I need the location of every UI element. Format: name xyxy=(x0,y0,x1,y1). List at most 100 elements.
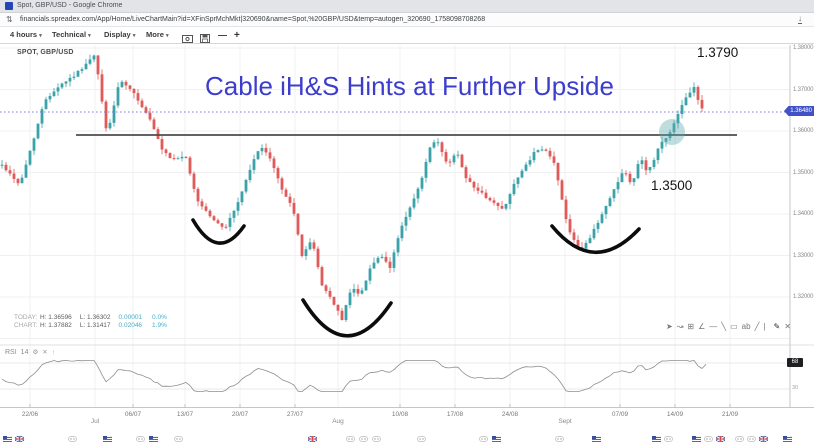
gear-icon[interactable]: ⚙ xyxy=(32,349,39,356)
price-axis-label: 1.37000 xyxy=(793,86,814,93)
uk-flag-icon[interactable] xyxy=(758,429,769,443)
event-marker-icon[interactable] xyxy=(359,429,368,442)
left-shoulder-curve xyxy=(191,218,246,245)
trendline-tool-icon[interactable]: ╲ xyxy=(721,322,727,331)
timeframe-dropdown[interactable]: 4 hours ▾ xyxy=(10,30,42,39)
date-tick-label: 07/09 xyxy=(611,411,629,418)
event-marker-icon[interactable] xyxy=(704,429,713,442)
display-dropdown[interactable]: Display ▾ xyxy=(104,30,136,39)
ohlc-legend: TODAY: H: 1.36596 L: 1.36302 0.00001 0.0% CHA… xyxy=(14,314,177,330)
more-dropdown[interactable]: More ▾ xyxy=(146,30,169,39)
us-flag-icon[interactable] xyxy=(782,429,793,443)
chart-toolbar: 4 hours ▾ Technical ▾ Display ▾ More ▾ — + xyxy=(0,27,814,44)
price-axis-label: 1.33000 xyxy=(793,252,814,259)
hline-tool-icon[interactable]: — xyxy=(709,322,718,331)
date-tick-label: 17/08 xyxy=(446,411,464,418)
us-flag-icon[interactable] xyxy=(591,429,602,443)
save-icon[interactable] xyxy=(200,30,210,48)
head-curve xyxy=(301,298,393,338)
event-marker-icon[interactable] xyxy=(372,429,381,442)
event-marker-icon[interactable] xyxy=(136,429,145,442)
date-tick-label: 27/07 xyxy=(286,411,304,418)
legend-row: CHART: H: 1.37882 L: 1.31417 0.02046 1.9% xyxy=(14,322,167,329)
chevron-down-icon: ▾ xyxy=(132,33,136,39)
drawing-tools-palette: ➤ ↝ ⊞ ∠ — ╲ ▭ ab ╱ | ✎ ✕ xyxy=(666,322,791,332)
date-tick-label: 24/08 xyxy=(501,411,519,418)
curve-tool-icon[interactable]: ↝ xyxy=(676,322,684,331)
time-axis[interactable]: 22/06 06/07 13/07 20/07 27/07 10/08 17/08 24/08… xyxy=(0,408,814,426)
price-axis-label: 1.34000 xyxy=(793,211,814,217)
browser-tab-strip: Spot, GBP/USD - Google Chrome xyxy=(0,0,814,13)
date-tick-label: 13/07 xyxy=(176,411,194,418)
tab-title[interactable]: Spot, GBP/USD - Google Chrome xyxy=(17,2,123,9)
month-label: Jul xyxy=(90,418,100,425)
arrow-up-icon[interactable]: ↑ xyxy=(51,348,55,356)
price-axis-label: 1.38000 xyxy=(793,45,814,51)
cursor-tool-icon[interactable]: ➤ xyxy=(666,322,673,331)
event-marker-icon[interactable] xyxy=(555,429,564,442)
price-chart[interactable] xyxy=(0,45,814,408)
tab-favicon xyxy=(5,2,13,10)
event-marker-icon[interactable] xyxy=(68,429,77,442)
rsi-lower-level-label: 30 xyxy=(792,385,799,391)
download-icon[interactable]: ↓ xyxy=(798,14,802,24)
date-tick-label: 22/06 xyxy=(21,411,39,418)
rsi-label: RSI xyxy=(5,348,17,356)
symbol-label: SPOT, GBP/USD xyxy=(17,49,74,56)
tab-switch-icon[interactable]: ⇅ xyxy=(6,15,13,24)
legend-row: TODAY: H: 1.36596 L: 1.36302 0.00001 0.0% xyxy=(14,314,167,321)
date-tick-label: 20/07 xyxy=(231,411,249,418)
browser-url-bar: ⇅ financials.spreadex.com/App/Home/LiveC… xyxy=(0,13,814,27)
uk-flag-icon[interactable] xyxy=(715,429,726,443)
text-tool-icon[interactable]: ab xyxy=(741,322,751,331)
event-flag-strip xyxy=(0,426,814,443)
date-tick-label: 21/09 xyxy=(721,411,739,418)
price-axis-label: 1.35000 xyxy=(793,169,814,176)
price-axis-label: 1.36000 xyxy=(793,128,814,134)
chevron-down-icon: ▾ xyxy=(39,33,42,39)
close-tools-icon[interactable]: ✕ xyxy=(784,322,791,331)
chevron-down-icon: ▾ xyxy=(88,33,91,39)
event-marker-icon[interactable] xyxy=(664,429,673,442)
technical-dropdown[interactable]: Technical ▾ xyxy=(52,30,91,39)
event-marker-icon[interactable] xyxy=(735,429,744,442)
price-axis-label: 1.32000 xyxy=(793,294,814,300)
month-label: Sept xyxy=(558,418,572,425)
angle-tool-icon[interactable]: ∠ xyxy=(698,322,706,331)
fib-grid-tool-icon[interactable]: ⊞ xyxy=(687,322,695,331)
price-level-low-label: 1.3500 xyxy=(651,178,693,193)
screenshot-icon[interactable] xyxy=(182,30,193,48)
right-shoulder-curve xyxy=(550,224,641,254)
us-flag-icon[interactable] xyxy=(651,429,662,443)
us-flag-icon[interactable] xyxy=(691,429,702,443)
uk-flag-icon[interactable] xyxy=(14,429,25,443)
price-level-high-label: 1.3790 xyxy=(697,45,739,60)
us-flag-icon[interactable] xyxy=(2,429,13,443)
url-text[interactable]: financials.spreadex.com/App/Home/LiveCha… xyxy=(20,16,486,23)
date-tick-label: 14/09 xyxy=(666,411,684,418)
chart-region: SPOT, GBP/USD Cable iH&S Hints at Furthe… xyxy=(0,45,814,408)
rsi-value-tag: 68 xyxy=(787,358,803,367)
us-flag-icon[interactable] xyxy=(491,429,502,443)
date-tick-label: 10/08 xyxy=(391,411,409,418)
event-marker-icon[interactable] xyxy=(174,429,183,442)
ray-tool-icon[interactable]: ╱ xyxy=(754,322,760,331)
event-marker-icon[interactable] xyxy=(346,429,355,442)
month-label: Aug xyxy=(332,418,344,425)
annotation-title: Cable iH&S Hints at Further Upside xyxy=(205,71,614,101)
rect-tool-icon[interactable]: ▭ xyxy=(730,322,738,331)
event-marker-icon[interactable] xyxy=(747,429,756,442)
chevron-down-icon: ▾ xyxy=(165,33,169,39)
rsi-period: 14 xyxy=(20,348,29,356)
uk-flag-icon[interactable] xyxy=(307,429,318,443)
event-marker-icon[interactable] xyxy=(479,429,488,442)
zoom-in-icon[interactable]: + xyxy=(234,30,240,41)
date-tick-label: 06/07 xyxy=(124,411,142,418)
us-flag-icon[interactable] xyxy=(148,429,159,443)
vline-tool-icon[interactable]: | xyxy=(763,322,766,331)
zoom-out-icon[interactable]: — xyxy=(218,30,227,40)
close-icon[interactable]: ✕ xyxy=(42,349,48,356)
pencil-tool-icon[interactable]: ✎ xyxy=(773,322,781,331)
us-flag-icon[interactable] xyxy=(102,429,113,443)
event-marker-icon[interactable] xyxy=(417,429,426,442)
